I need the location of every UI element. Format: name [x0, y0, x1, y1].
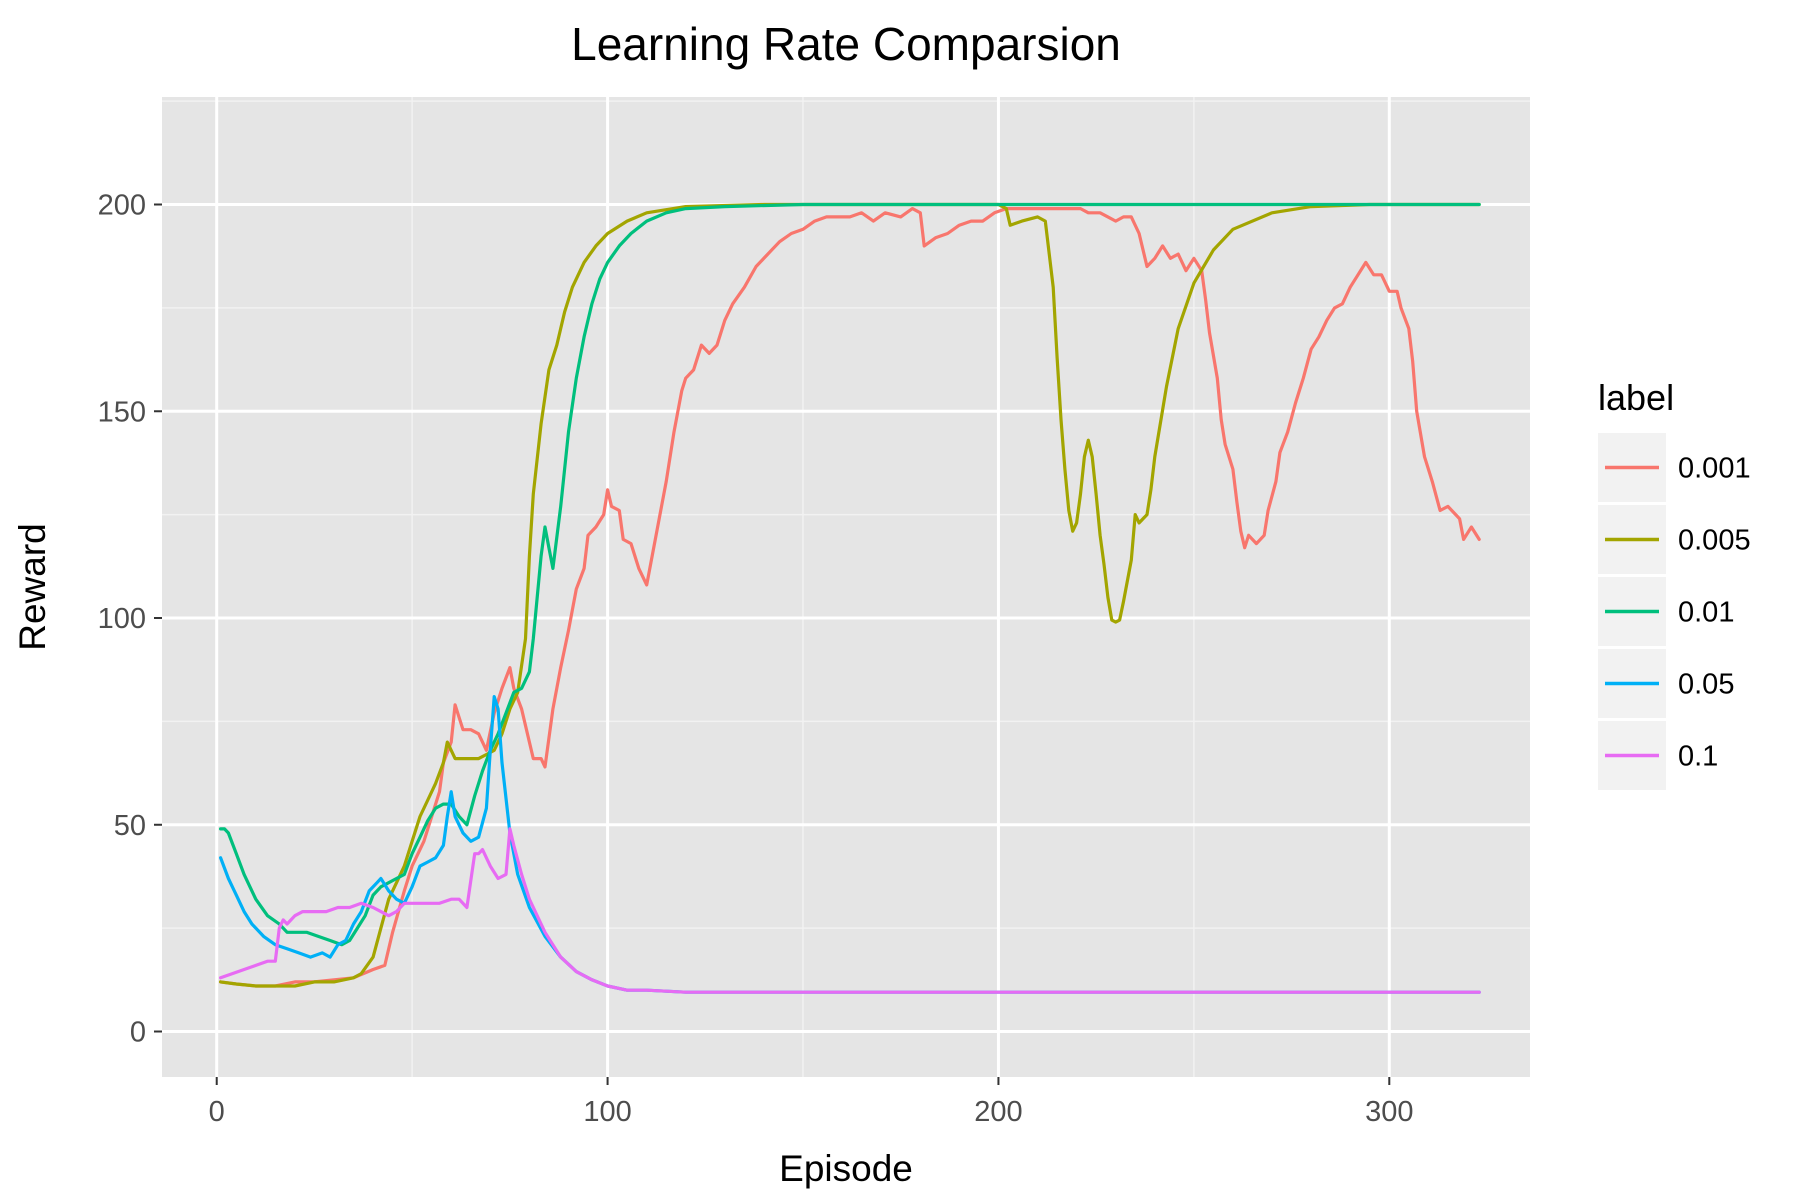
y-tick-labels: 0 50 100 150 200 — [98, 190, 146, 1049]
legend-label: 0.01 — [1678, 597, 1734, 629]
y-tick-label: 200 — [98, 190, 146, 222]
legend-item: 0.1 — [1598, 721, 1718, 790]
series-line-0.001 — [219, 207, 1481, 988]
legend-item: 0.005 — [1598, 505, 1751, 574]
legend-items: 0.001 0.005 0.01 0.05 0.1 — [1598, 433, 1751, 790]
series-lines — [219, 202, 1481, 994]
axis-ticks — [154, 203, 1391, 1085]
x-tick-labels: 0 100 200 300 — [209, 1096, 1414, 1128]
legend-item: 0.05 — [1598, 649, 1734, 718]
major-gridlines — [162, 97, 1530, 1077]
x-tick-label: 100 — [583, 1096, 631, 1128]
x-tick-label: 200 — [974, 1096, 1022, 1128]
x-axis-title: Episode — [779, 1148, 913, 1189]
series-line-0.005 — [219, 202, 1481, 988]
y-tick-label: 150 — [98, 396, 146, 428]
series-line-0.01 — [219, 202, 1481, 947]
y-tick-label: 0 — [130, 1017, 146, 1049]
series-line-0.1 — [219, 827, 1481, 994]
legend-item: 0.001 — [1598, 433, 1751, 502]
y-axis-title: Reward — [12, 523, 53, 651]
x-tick-label: 300 — [1365, 1096, 1413, 1128]
legend-label: 0.1 — [1678, 741, 1718, 773]
y-tick-label: 50 — [114, 810, 146, 842]
x-tick-label: 0 — [209, 1096, 225, 1128]
plot-panel — [162, 97, 1530, 1077]
chart-title: Learning Rate Comparsion — [571, 18, 1121, 70]
legend-label: 0.001 — [1678, 453, 1751, 485]
legend-title: label — [1598, 377, 1674, 418]
legend: label 0.001 0.005 0.01 0.05 0.1 — [1598, 377, 1751, 790]
legend-item: 0.01 — [1598, 577, 1734, 646]
legend-label: 0.005 — [1678, 525, 1751, 557]
legend-label: 0.05 — [1678, 669, 1734, 701]
y-tick-label: 100 — [98, 603, 146, 635]
